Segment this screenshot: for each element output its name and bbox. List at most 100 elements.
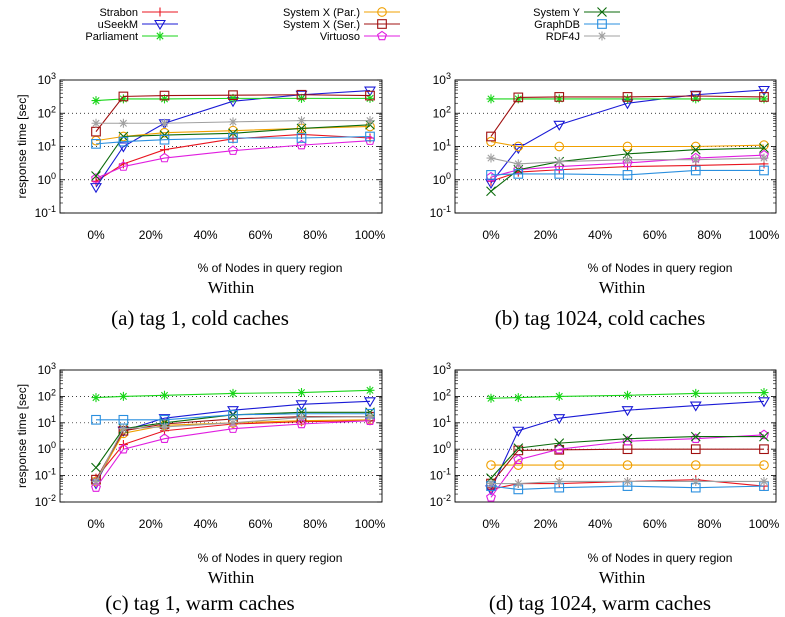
series-line <box>95 389 371 399</box>
y-tick-label: 101 <box>38 138 56 154</box>
data-point <box>160 118 169 128</box>
data-point <box>513 94 523 104</box>
data-point <box>759 431 769 442</box>
legend-item-parliament: Parliament <box>85 31 178 43</box>
legend-marker-x-icon <box>597 7 607 17</box>
series-system-x-par <box>486 460 769 470</box>
data-point <box>622 170 633 180</box>
data-point <box>759 153 769 163</box>
legend-label: System Y <box>533 7 581 19</box>
data-point <box>296 139 307 150</box>
data-point <box>691 155 701 165</box>
x-tick-label: 80% <box>303 517 327 531</box>
data-point <box>623 390 632 400</box>
chart-caption: (b) tag 1024, cold caches <box>495 306 706 330</box>
series-line <box>490 434 765 498</box>
data-point <box>553 414 566 425</box>
series-graphdb <box>91 131 375 149</box>
data-point <box>623 94 632 104</box>
series-virtuoso <box>90 135 376 183</box>
legend-marker-triangle-down-icon <box>154 19 166 31</box>
y-tick-label: 100 <box>38 171 56 187</box>
data-point <box>159 127 170 138</box>
data-point <box>486 170 496 180</box>
legend-marker-square-icon <box>377 19 387 29</box>
data-point <box>554 438 565 449</box>
data-point <box>228 117 238 127</box>
data-point <box>512 426 525 437</box>
legend-item-graphdb: GraphDB <box>534 19 620 31</box>
chart-title: Within <box>599 568 646 587</box>
legend-label: GraphDB <box>534 19 580 31</box>
series-line <box>95 420 371 479</box>
data-point <box>486 460 496 470</box>
legend-item-system-x-par: System X (Par.) <box>283 7 400 19</box>
series-line <box>490 485 765 490</box>
data-point <box>759 92 769 102</box>
legend-label: uSeekM <box>98 19 138 31</box>
data-point <box>486 186 496 197</box>
chart-panel-d: 10-2 10-1 100 101 102 103 0% 20% 40% 60% 80% 100% % … <box>430 361 780 615</box>
data-point <box>486 393 496 403</box>
data-point <box>759 143 769 153</box>
data-point <box>118 136 129 147</box>
data-point <box>297 412 306 422</box>
data-point <box>690 431 701 442</box>
legend-item-system-x-ser: System X (Ser.) <box>283 19 400 31</box>
legend-item-strabon: Strabon <box>99 7 178 19</box>
legend-label: Strabon <box>99 7 138 19</box>
data-point <box>297 93 306 103</box>
series-line <box>490 157 765 165</box>
data-point <box>554 157 564 167</box>
plot-frame <box>454 369 777 503</box>
data-point <box>553 120 566 131</box>
data-point <box>91 476 101 486</box>
data-point <box>228 90 238 101</box>
x-tick-label: 100% <box>355 517 386 531</box>
series-line <box>95 416 371 482</box>
data-point <box>759 388 769 398</box>
data-point <box>758 397 770 408</box>
data-point <box>759 140 769 150</box>
series-system-x-par <box>486 136 769 152</box>
data-point <box>118 443 129 454</box>
x-tick-label: 60% <box>643 228 667 242</box>
data-point <box>486 94 496 104</box>
data-point <box>622 157 633 168</box>
data-point <box>159 433 170 443</box>
series-line <box>96 120 370 124</box>
data-point <box>91 171 101 181</box>
series-line <box>95 411 370 468</box>
series-line <box>95 140 371 179</box>
data-point <box>91 96 101 106</box>
legend-label: RDF4J <box>546 31 580 43</box>
series-graphdb <box>486 165 769 180</box>
series-line <box>490 479 765 490</box>
y-tick-label: 10-1 <box>35 204 56 220</box>
x-tick-label: 80% <box>303 228 327 242</box>
y-tick-label: 103 <box>38 361 56 377</box>
data-point <box>227 145 239 155</box>
chart-caption: (d) tag 1024, warm caches <box>489 591 711 615</box>
data-point <box>622 433 633 444</box>
data-point <box>159 152 170 163</box>
y-tick-label: 10-2 <box>35 493 56 509</box>
legend-item-virtuoso: Virtuoso <box>320 30 400 43</box>
y-tick-label: 102 <box>38 104 56 120</box>
y-tick-label: 100 <box>433 171 451 187</box>
y-tick-label: 102 <box>433 387 451 403</box>
series-rdf4j <box>486 153 769 169</box>
plot-frame <box>59 79 383 214</box>
data-point <box>365 412 375 422</box>
series-line <box>95 133 371 182</box>
data-point <box>364 135 376 145</box>
legend-marker-star-icon <box>155 31 165 41</box>
data-point <box>91 139 101 149</box>
series-rdf4j <box>91 412 375 486</box>
data-point <box>759 460 769 470</box>
data-point <box>228 133 238 143</box>
y-tick-label: 102 <box>433 104 451 120</box>
data-point <box>297 388 306 398</box>
legend-label: System X (Ser.) <box>283 19 360 31</box>
